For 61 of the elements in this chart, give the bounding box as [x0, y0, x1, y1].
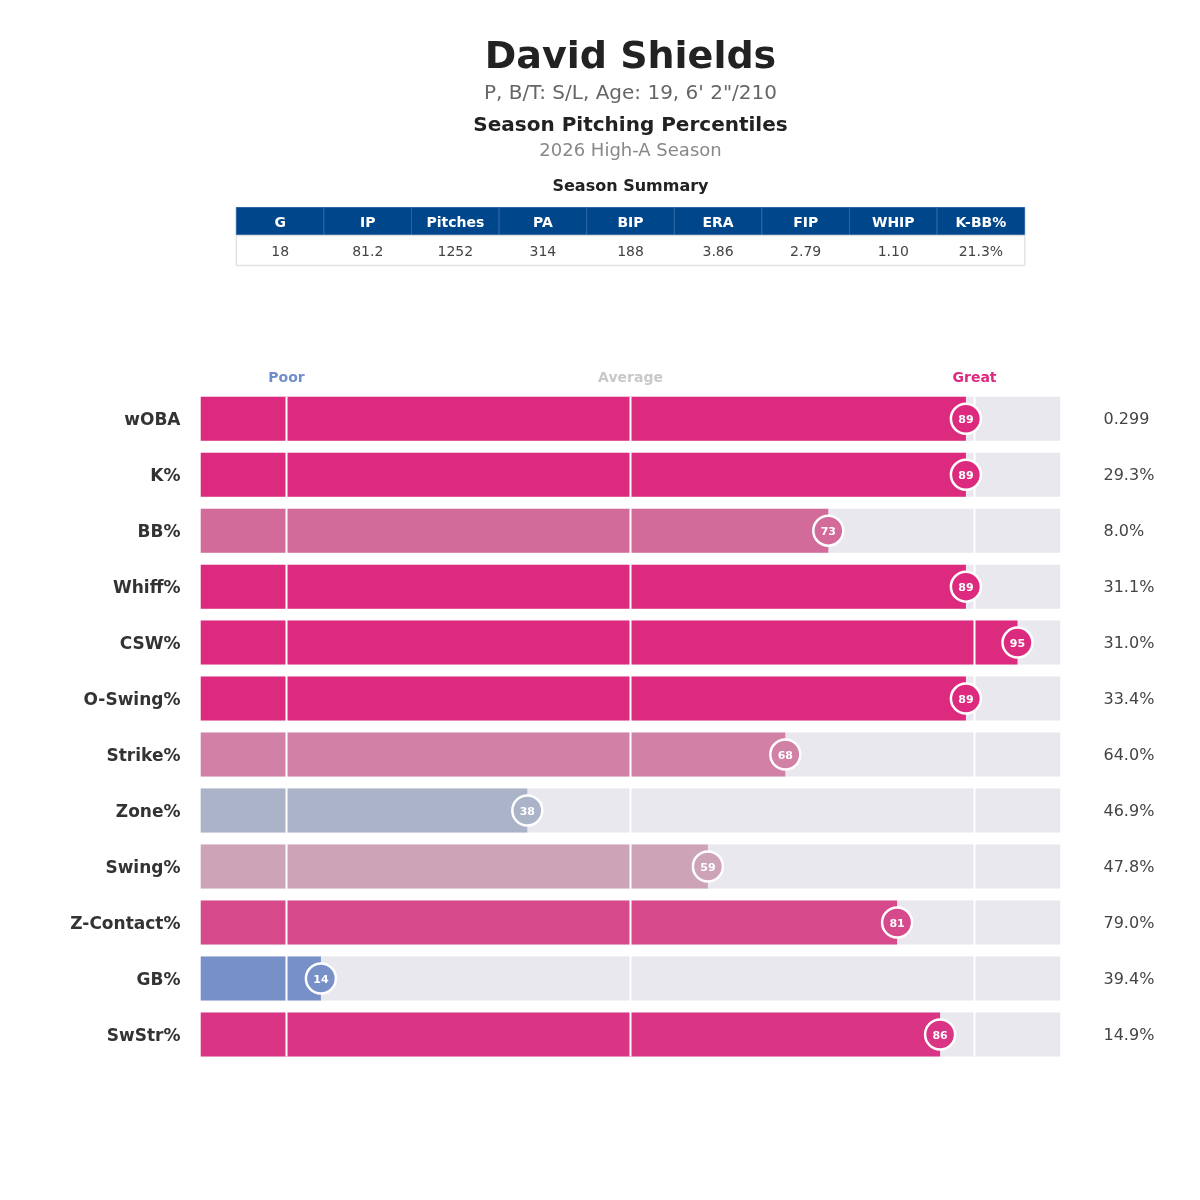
- y-tick-label: Swing%: [105, 856, 181, 877]
- text: 2026 High-A Season: [539, 139, 722, 160]
- data-label: 14: [313, 972, 329, 986]
- data-label: 314: [529, 242, 557, 259]
- category-label: K-BB%: [955, 213, 1007, 230]
- y-tick-label: SwStr%: [106, 1024, 181, 1045]
- text: 8.0%: [1103, 521, 1145, 541]
- data-label: 73: [820, 524, 836, 538]
- category-label: Pitches: [426, 213, 485, 230]
- category-label: G: [274, 213, 286, 230]
- y-tick-label: O-Swing%: [83, 688, 181, 709]
- data-label: 1252: [437, 242, 474, 259]
- text: 64.0%: [1103, 745, 1155, 765]
- text: 79.0%: [1103, 913, 1155, 933]
- y-tick-label: Whiff%: [113, 576, 181, 597]
- ref-line-label: Poor: [268, 368, 305, 385]
- text: 39.4%: [1103, 969, 1155, 989]
- data-label: 2.79: [790, 242, 822, 259]
- y-tick-label: BB%: [137, 520, 181, 541]
- category-label: PA: [533, 213, 553, 230]
- data-label: 86: [932, 1028, 949, 1042]
- category-label: FIP: [793, 213, 819, 230]
- y-tick-label: Zone%: [115, 800, 181, 821]
- data-label: 68: [777, 748, 793, 762]
- text: 46.9%: [1103, 801, 1155, 821]
- y-tick-label: K%: [150, 464, 181, 485]
- data-label: 95: [1009, 636, 1026, 650]
- data-label: 89: [958, 468, 974, 482]
- y-tick-label: Strike%: [106, 744, 181, 765]
- text: David Shields: [484, 32, 777, 77]
- data-label: 89: [958, 412, 974, 426]
- data-label: 18: [271, 242, 290, 259]
- category-label: IP: [359, 213, 376, 230]
- data-label: 21.3%: [958, 242, 1004, 259]
- data-label: 38: [519, 804, 535, 818]
- data-label: 81.2: [352, 242, 384, 259]
- text: 29.3%: [1103, 465, 1155, 485]
- text: 14.9%: [1103, 1025, 1155, 1045]
- text: 47.8%: [1103, 857, 1155, 877]
- data-label: 59: [700, 860, 716, 874]
- text: Season Summary: [552, 176, 710, 195]
- data-label: 3.86: [702, 242, 734, 259]
- category-label: BIP: [617, 213, 644, 230]
- y-tick-label: CSW%: [119, 632, 181, 653]
- y-tick-label: Z-Contact%: [70, 912, 181, 933]
- category-label: WHIP: [871, 213, 915, 230]
- text: 33.4%: [1103, 689, 1155, 709]
- y-tick-label: wOBA: [124, 408, 182, 429]
- ref-line-label: Great: [952, 368, 997, 385]
- text: Season Pitching Percentiles: [473, 111, 788, 136]
- text: 31.0%: [1103, 633, 1155, 653]
- data-label: 89: [958, 580, 974, 594]
- data-label: 188: [617, 242, 644, 259]
- text: 31.1%: [1103, 577, 1155, 597]
- data-label: 1.10: [877, 242, 909, 259]
- category-label: ERA: [702, 213, 734, 230]
- data-label: 81: [889, 916, 905, 930]
- text: P, B/T: S/L, Age: 19, 6' 2"/210: [484, 79, 777, 104]
- data-label: 89: [958, 692, 974, 706]
- y-tick-label: GB%: [136, 968, 181, 989]
- text: 0.299: [1103, 409, 1150, 429]
